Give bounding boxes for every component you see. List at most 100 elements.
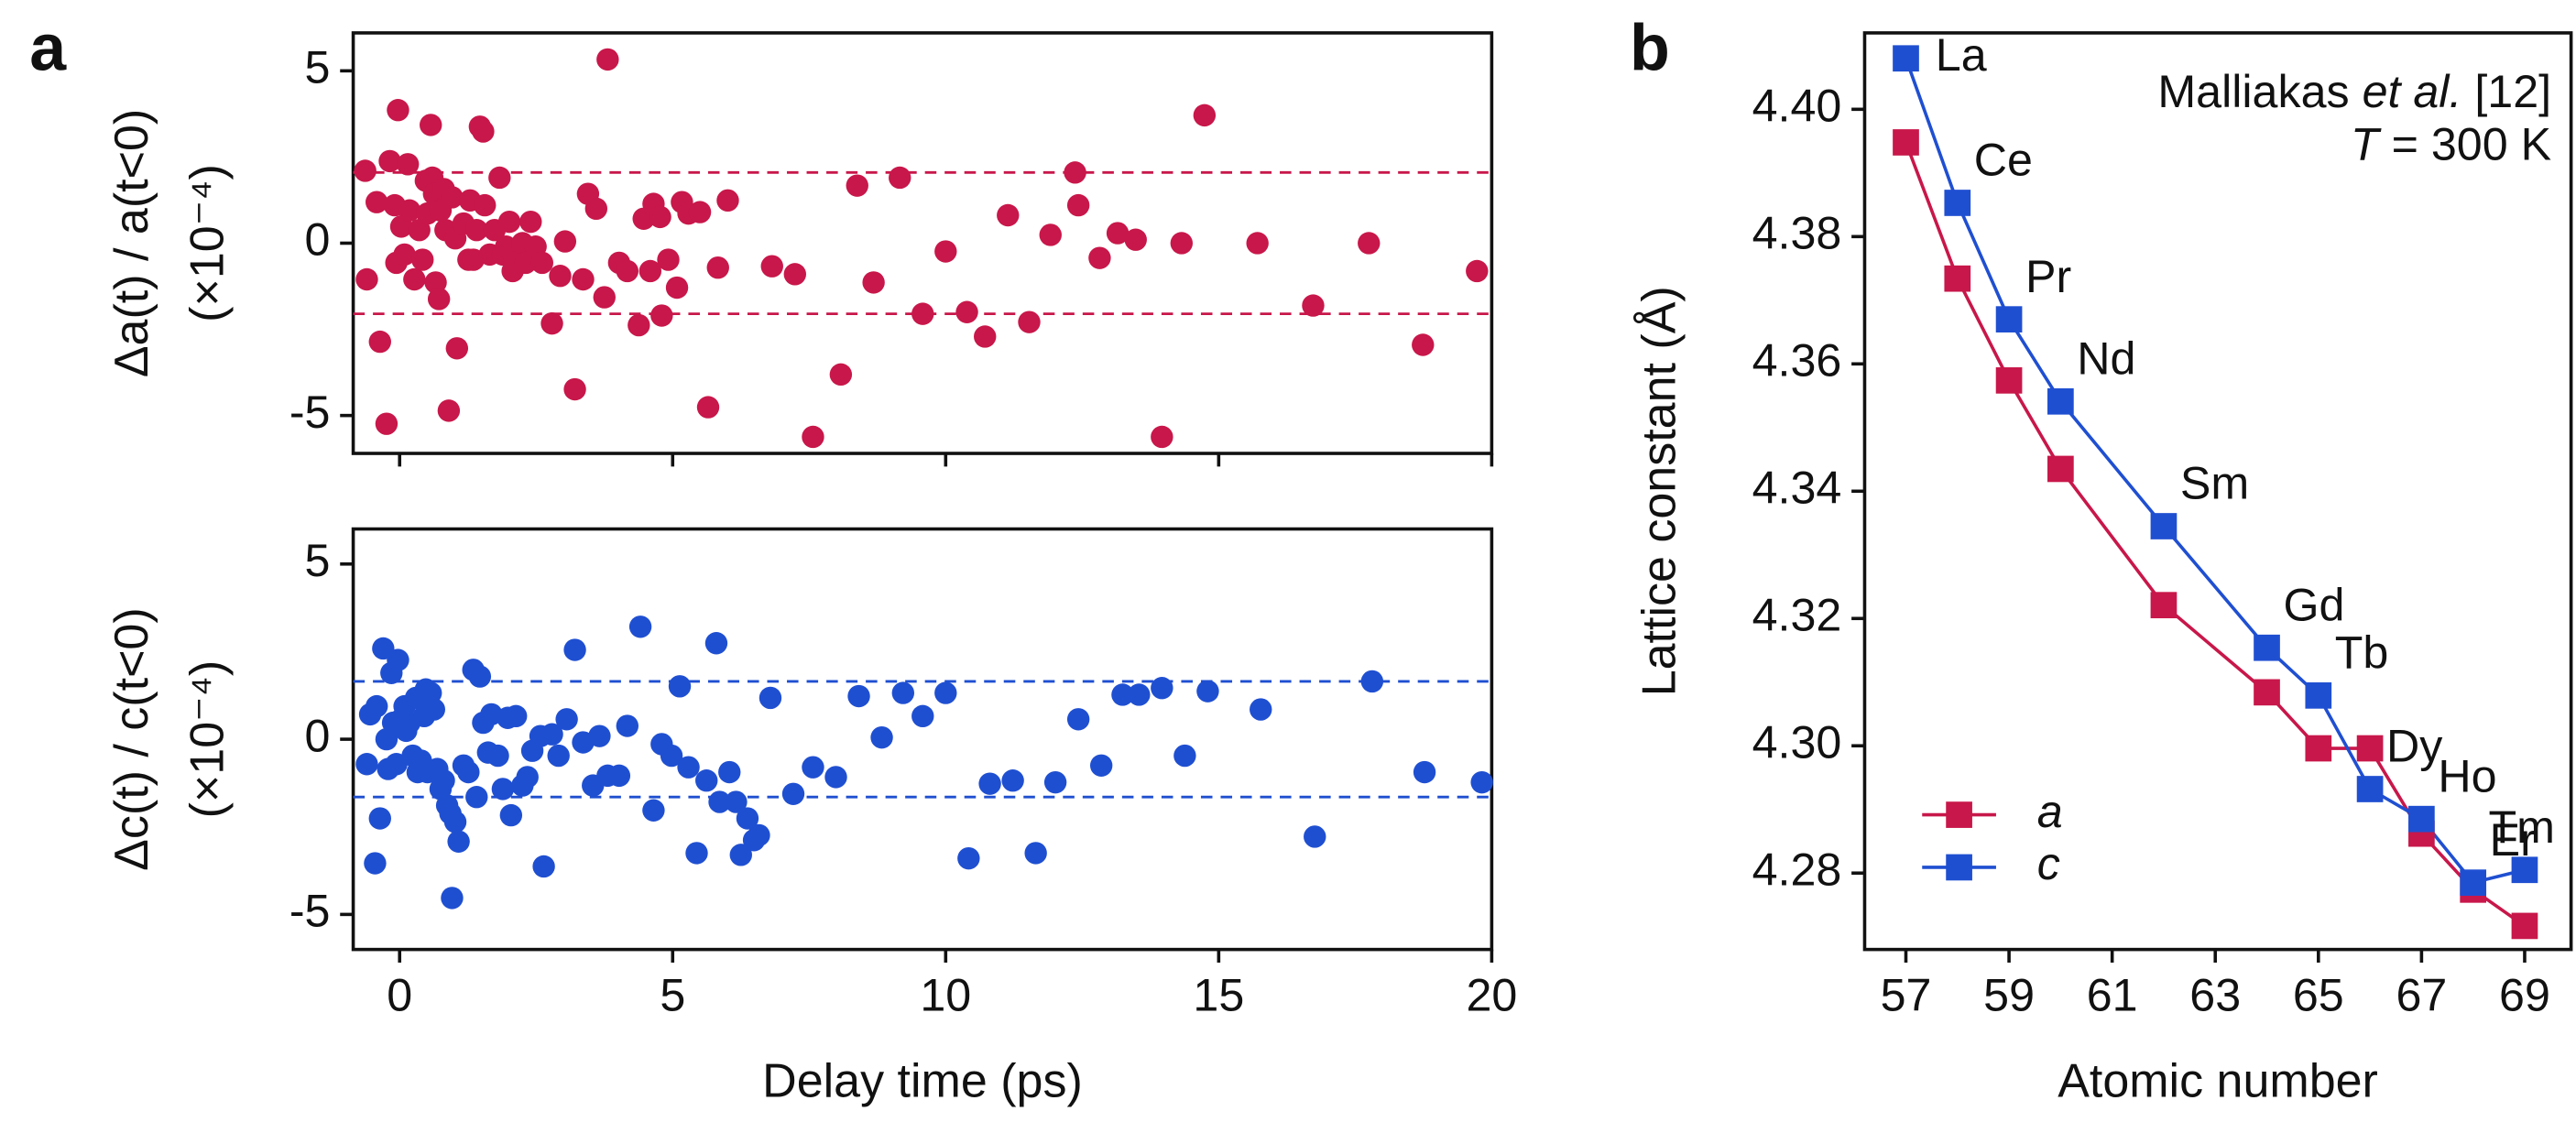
data-point: [396, 153, 420, 176]
data-point: [616, 714, 639, 737]
data-point: [368, 330, 391, 354]
panel-label: b: [1630, 11, 1670, 84]
data-point: [1088, 246, 1111, 269]
data-point: [957, 846, 980, 870]
data-point: [465, 218, 488, 242]
data-point: [668, 675, 692, 698]
point-label: Dy: [2386, 721, 2442, 772]
y-tick-label: 4.30: [1752, 717, 1842, 768]
data-point: [488, 166, 511, 190]
point-label: Sm: [2180, 458, 2249, 509]
data-point: [688, 201, 712, 223]
x-tick-label: 10: [920, 970, 971, 1021]
data-point: [889, 166, 911, 190]
data-point: [398, 199, 421, 222]
data-point: [368, 807, 391, 830]
data-point: [649, 205, 671, 229]
y-tick-label: 5: [305, 535, 331, 586]
data-point: [427, 288, 451, 310]
data-point: [934, 681, 957, 704]
data-marker: [2254, 634, 2280, 661]
data-point: [499, 803, 523, 827]
data-point: [846, 174, 868, 197]
data-point: [685, 842, 708, 865]
annotation-part: = 300 K: [2379, 119, 2551, 170]
point-label: Ce: [1974, 135, 2033, 186]
data-point: [465, 786, 488, 809]
data-point: [355, 267, 378, 291]
data-point: [870, 725, 893, 749]
data-point: [628, 615, 652, 638]
data-point: [829, 363, 853, 387]
data-point: [532, 855, 555, 878]
data-point: [706, 256, 729, 279]
data-point: [457, 760, 480, 784]
y-tick-label: 4.32: [1752, 590, 1842, 641]
y-tick-label: 4.28: [1752, 844, 1842, 896]
data-point: [474, 193, 497, 217]
data-point: [486, 744, 509, 768]
data-point: [468, 665, 492, 688]
data-point: [563, 377, 586, 401]
data-point: [1413, 760, 1436, 784]
data-point: [847, 684, 870, 708]
legend-label: c: [2037, 838, 2060, 889]
data-point: [445, 337, 469, 360]
data-marker: [2047, 455, 2074, 483]
data-point: [1018, 310, 1041, 333]
x-tick-label: 61: [2087, 970, 2138, 1021]
data-point: [437, 399, 461, 422]
data-point: [911, 302, 934, 325]
data-point: [607, 764, 631, 788]
data-point: [725, 790, 748, 813]
data-point: [549, 265, 572, 288]
x-tick-label: 20: [1466, 970, 1517, 1021]
x-tick-label: 15: [1193, 970, 1244, 1021]
data-point: [403, 267, 426, 291]
annotation: T = 300 K: [2351, 119, 2551, 170]
data-point: [802, 756, 824, 779]
data-point: [704, 632, 728, 655]
y-axis-unit: (×10⁻⁴): [180, 660, 234, 819]
data-marker: [2254, 679, 2280, 706]
data-point: [432, 769, 455, 792]
data-point: [441, 887, 464, 910]
data-point: [1089, 754, 1113, 777]
data-point: [1106, 222, 1130, 245]
data-marker: [2305, 682, 2332, 709]
data-marker: [1995, 306, 2023, 332]
data-point: [1124, 228, 1147, 251]
data-point: [411, 248, 434, 271]
y-tick-label: 4.34: [1752, 463, 1842, 514]
point-label: Pr: [2025, 251, 2071, 302]
data-point: [1039, 223, 1062, 246]
data-point: [978, 772, 1001, 795]
data-point: [424, 271, 447, 294]
data-point: [639, 259, 662, 283]
data-point: [955, 300, 978, 323]
x-tick-label: 65: [2293, 970, 2344, 1021]
data-point: [1173, 744, 1196, 768]
data-marker: [1944, 265, 1971, 292]
y-tick-label: 5: [305, 42, 331, 93]
data-point: [441, 186, 464, 209]
data-point: [1066, 708, 1090, 731]
x-tick-label: 69: [2499, 970, 2550, 1021]
data-point: [1360, 670, 1384, 693]
data-point: [1151, 677, 1173, 700]
data-point: [547, 744, 570, 768]
data-point: [716, 189, 739, 212]
annotation-part: Malliakas: [2157, 66, 2362, 117]
data-marker: [1893, 45, 1919, 72]
data-point: [911, 704, 934, 728]
data-point: [665, 276, 689, 300]
data-point: [1246, 232, 1269, 255]
data-marker: [2460, 869, 2487, 897]
data-point: [1358, 232, 1381, 255]
data-point: [1111, 683, 1134, 706]
y-tick-label: -5: [289, 387, 331, 438]
point-label: Tb: [2335, 627, 2389, 679]
data-point: [974, 325, 997, 348]
point-label: Gd: [2283, 579, 2344, 630]
